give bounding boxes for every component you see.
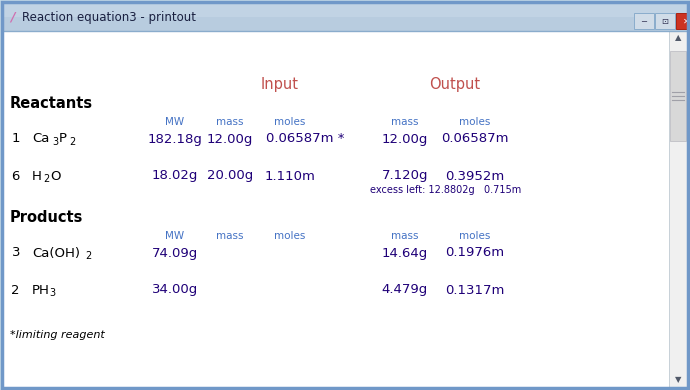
Text: 0.1976m: 0.1976m <box>446 246 504 259</box>
Text: moles: moles <box>460 231 491 241</box>
Text: PH: PH <box>32 284 50 296</box>
Text: 0.06587m *: 0.06587m * <box>266 133 344 145</box>
Bar <box>3 3 687 17</box>
Bar <box>669 31 687 387</box>
Bar <box>655 13 675 29</box>
Text: *limiting reagent: *limiting reagent <box>10 330 105 340</box>
Text: Input: Input <box>261 78 299 92</box>
Text: 182.18g: 182.18g <box>148 133 202 145</box>
Text: ▲: ▲ <box>675 34 681 43</box>
Text: 2: 2 <box>43 174 49 184</box>
Text: 12.00g: 12.00g <box>207 133 253 145</box>
Text: 0.3952m: 0.3952m <box>445 170 504 183</box>
Text: mass: mass <box>216 117 244 127</box>
Text: 3: 3 <box>49 288 55 298</box>
Text: ▼: ▼ <box>675 376 681 385</box>
Bar <box>3 3 687 31</box>
Text: Ca(OH): Ca(OH) <box>32 246 80 259</box>
Text: moles: moles <box>275 117 306 127</box>
Text: Output: Output <box>429 78 480 92</box>
Text: H: H <box>32 170 42 183</box>
Text: Reactants: Reactants <box>10 96 93 112</box>
Text: 2: 2 <box>69 137 75 147</box>
Text: 20.00g: 20.00g <box>207 170 253 183</box>
Text: moles: moles <box>460 117 491 127</box>
Text: 3: 3 <box>12 246 20 259</box>
Bar <box>634 13 654 29</box>
Text: 14.64g: 14.64g <box>382 246 428 259</box>
Text: Reaction equation3 - printout: Reaction equation3 - printout <box>22 11 196 23</box>
Text: 3: 3 <box>52 137 58 147</box>
Text: O: O <box>50 170 61 183</box>
Text: MW: MW <box>166 231 184 241</box>
Text: ⊡: ⊡ <box>662 16 669 25</box>
Text: 0.06587m: 0.06587m <box>441 133 509 145</box>
Text: /: / <box>10 11 14 23</box>
Text: 2: 2 <box>12 284 20 296</box>
Text: 12.00g: 12.00g <box>382 133 428 145</box>
Text: 4.479g: 4.479g <box>382 284 428 296</box>
Text: 2: 2 <box>85 251 91 261</box>
Text: ✕: ✕ <box>682 16 689 25</box>
Text: 6: 6 <box>12 170 20 183</box>
Text: MW: MW <box>166 117 184 127</box>
Text: Products: Products <box>10 211 83 225</box>
Text: 18.02g: 18.02g <box>152 170 198 183</box>
Text: 1.110m: 1.110m <box>264 170 315 183</box>
Text: 74.09g: 74.09g <box>152 246 198 259</box>
Text: 34.00g: 34.00g <box>152 284 198 296</box>
Bar <box>670 51 686 141</box>
Text: excess left: 12.8802g   0.715m: excess left: 12.8802g 0.715m <box>370 185 521 195</box>
Text: 7.120g: 7.120g <box>382 170 428 183</box>
Text: P: P <box>59 133 67 145</box>
Text: mass: mass <box>391 117 419 127</box>
Text: ─: ─ <box>642 16 647 25</box>
Bar <box>676 13 690 29</box>
Text: 1: 1 <box>12 133 20 145</box>
Text: moles: moles <box>275 231 306 241</box>
Text: Ca: Ca <box>32 133 50 145</box>
Text: mass: mass <box>216 231 244 241</box>
Text: 0.1317m: 0.1317m <box>445 284 504 296</box>
Text: mass: mass <box>391 231 419 241</box>
